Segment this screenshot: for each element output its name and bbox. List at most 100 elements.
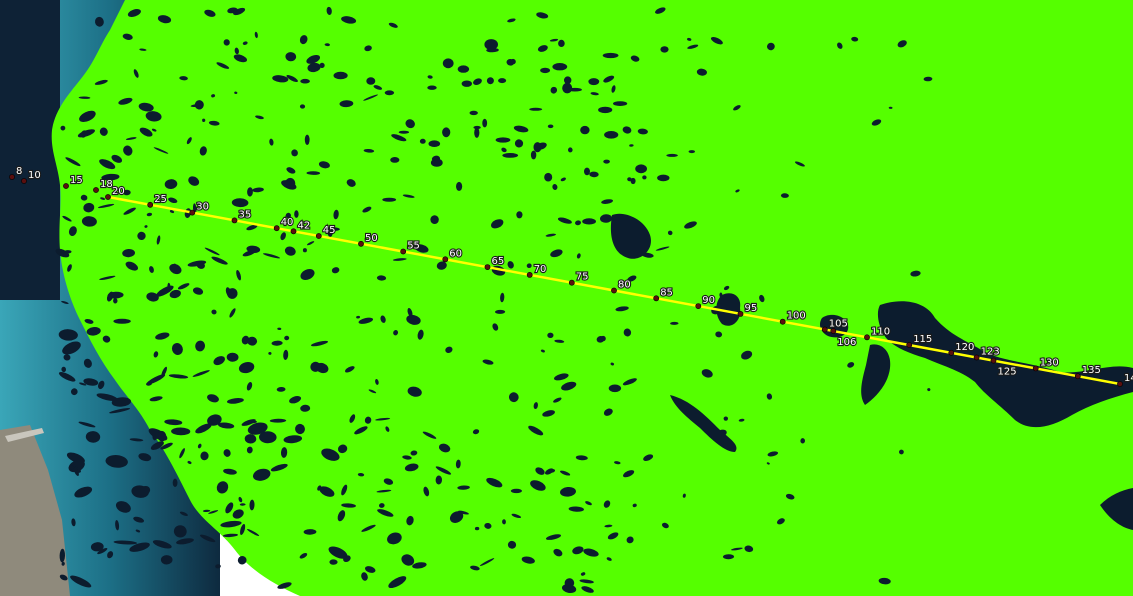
wetland-patch — [457, 65, 470, 73]
wetland-patch — [277, 327, 282, 331]
wetland-patch — [486, 77, 494, 85]
wetland-patch — [630, 55, 640, 62]
wetland-patch — [398, 130, 410, 134]
coastal-town — [0, 425, 70, 596]
wetland-patch — [373, 85, 383, 90]
wetland-patch — [295, 423, 305, 435]
wetland-patch — [179, 76, 188, 81]
station-marker[interactable] — [189, 209, 196, 216]
wetland-patch — [492, 323, 499, 331]
station-marker[interactable] — [315, 233, 322, 239]
station-marker[interactable] — [93, 187, 99, 193]
wetland-patch — [333, 209, 339, 220]
station-marker[interactable] — [484, 264, 491, 270]
station-marker[interactable] — [948, 349, 955, 356]
wetland-patch — [479, 558, 495, 567]
wetland-patch — [611, 85, 616, 93]
station-marker[interactable] — [695, 303, 702, 309]
wetland-patch — [414, 244, 429, 253]
wetland-patch — [738, 418, 745, 422]
wetland-patch — [169, 210, 175, 214]
wetland-patch — [455, 459, 461, 469]
wetland-patch — [70, 575, 92, 588]
wetland-patch — [202, 509, 211, 513]
wetland-patch — [223, 449, 231, 457]
wetland-patch — [407, 386, 422, 397]
wetland-patch — [329, 559, 338, 565]
station-label: 60 — [449, 248, 462, 259]
station-label: 130 — [1040, 357, 1059, 368]
station-label: 50 — [365, 233, 378, 244]
wetland-patch — [79, 382, 87, 386]
wetland-patch — [530, 150, 537, 160]
station-marker[interactable] — [9, 174, 15, 180]
wetland-patch — [540, 67, 551, 74]
station-marker[interactable] — [611, 287, 617, 294]
station-marker[interactable] — [21, 178, 27, 184]
station-marker[interactable] — [290, 228, 297, 235]
station-marker[interactable] — [400, 248, 407, 255]
station-marker[interactable] — [147, 201, 154, 208]
wetland-patch — [241, 419, 256, 426]
wetland-patch — [588, 78, 600, 86]
station-marker[interactable] — [1032, 365, 1039, 372]
wetland-patch — [800, 438, 806, 444]
wetland-patch — [357, 472, 365, 477]
wetland-patch — [419, 138, 426, 144]
wetland-patch — [545, 534, 562, 540]
station-marker[interactable] — [779, 318, 786, 325]
station-marker[interactable] — [231, 217, 238, 224]
station-marker[interactable] — [990, 357, 997, 364]
station-label: 65 — [492, 256, 505, 267]
wetland-patch — [113, 318, 131, 324]
wetland-patch — [113, 298, 118, 304]
station-marker[interactable] — [864, 334, 870, 341]
wetland-patch — [516, 211, 523, 219]
wetland-patch — [81, 216, 97, 227]
station-marker[interactable] — [105, 194, 111, 200]
station-marker[interactable] — [973, 354, 980, 361]
wetland-patch — [300, 268, 315, 281]
station-label: 105 — [829, 319, 848, 330]
wetland-patch — [670, 321, 679, 325]
station-marker[interactable] — [906, 342, 913, 348]
station-marker[interactable] — [358, 240, 364, 247]
station-marker[interactable] — [1074, 373, 1081, 380]
wetland-patch — [888, 106, 893, 109]
station-marker[interactable] — [653, 295, 660, 302]
wetland-patch — [435, 466, 452, 475]
wetland-patch — [246, 446, 253, 454]
station-marker[interactable] — [737, 310, 744, 317]
station-marker[interactable] — [830, 328, 837, 334]
wetland-patch — [871, 119, 882, 126]
wetland-patch — [473, 78, 482, 85]
wetland-patch — [306, 54, 321, 64]
station-marker[interactable] — [821, 326, 828, 333]
station-label: 123 — [981, 347, 1000, 358]
wetland-patch — [423, 486, 430, 497]
wetland-patch — [238, 496, 243, 503]
station-marker[interactable] — [568, 279, 575, 286]
wetland-patch — [168, 197, 178, 204]
wetland-patch — [585, 501, 592, 506]
wetland-patch — [392, 258, 407, 261]
station-marker[interactable] — [442, 256, 449, 263]
wetland-patch — [482, 359, 494, 365]
wetland-patch — [417, 329, 424, 340]
station-marker[interactable] — [526, 271, 533, 278]
wetland-patch — [354, 426, 368, 435]
station-marker[interactable] — [63, 183, 69, 189]
station-marker[interactable] — [273, 225, 280, 232]
wetland-patch — [560, 486, 576, 497]
wetland-patch — [390, 157, 400, 163]
wetland-patch — [179, 511, 188, 517]
wetland-patch — [548, 469, 556, 473]
wetland-patch — [412, 562, 427, 569]
wetland-patch — [484, 39, 499, 50]
wetland-patch — [910, 270, 921, 277]
station-marker[interactable] — [1117, 381, 1123, 387]
wetland-patch — [498, 78, 507, 84]
wetland-patch — [343, 555, 351, 563]
